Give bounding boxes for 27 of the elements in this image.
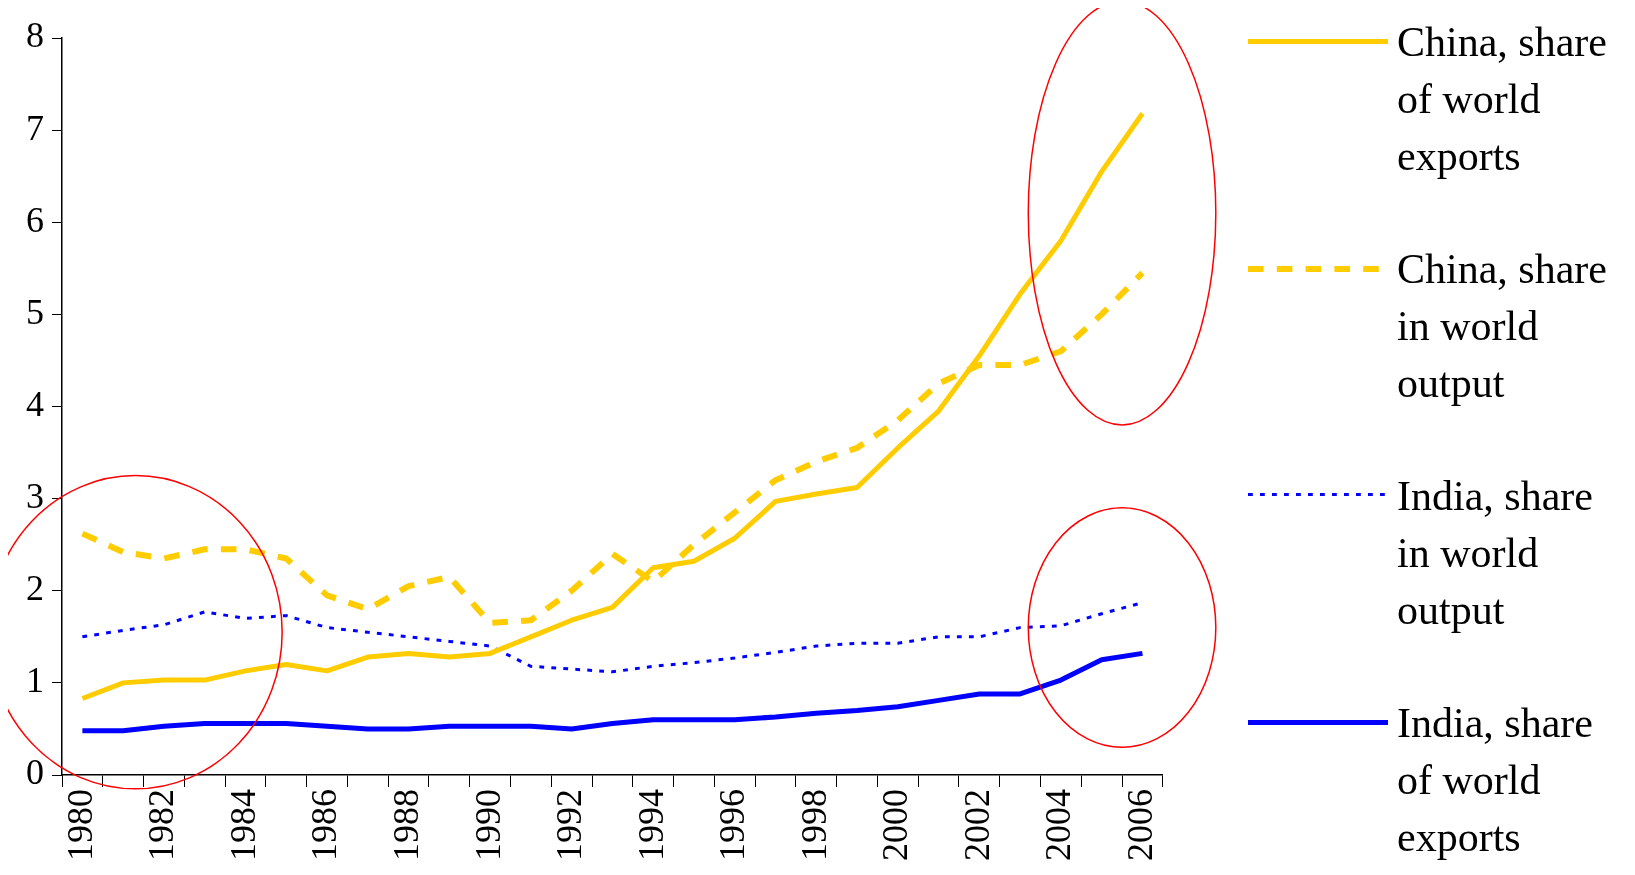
x-tick-label: 1990 (467, 789, 508, 861)
x-tick-label: 1986 (304, 789, 345, 861)
legend-label: India, share in world output (1397, 472, 1594, 635)
y-tick-label: 2 (26, 568, 44, 609)
y-tick-label: 7 (26, 107, 44, 148)
x-tick-label: 1982 (141, 789, 182, 861)
x-tick-label: 2004 (1038, 789, 1079, 861)
x-tick-label: 1992 (549, 789, 590, 861)
x-tick-label: 2000 (875, 789, 916, 861)
x-tick-label: 1988 (386, 789, 427, 861)
y-tick-label: 0 (26, 752, 44, 793)
y-tick-label: 8 (26, 15, 44, 56)
y-tick-label: 5 (26, 291, 44, 332)
x-tick-label: 1994 (630, 789, 671, 861)
y-tick-label: 6 (26, 199, 44, 240)
legend-label: India, share of world exports (1397, 699, 1594, 862)
x-tick-label: 2006 (1119, 789, 1160, 861)
x-tick-label: 2002 (956, 789, 997, 861)
legend-label: China, share of world exports (1397, 18, 1608, 181)
y-tick-label: 3 (26, 476, 44, 517)
x-tick-label: 1980 (59, 789, 100, 861)
y-tick-label: 1 (26, 660, 44, 701)
y-tick-label: 4 (26, 383, 44, 424)
legend-label: China, share in world output (1397, 245, 1608, 408)
x-tick-label: 1998 (793, 789, 834, 861)
x-tick-label: 1984 (222, 789, 263, 861)
x-tick-label: 1996 (712, 789, 753, 861)
